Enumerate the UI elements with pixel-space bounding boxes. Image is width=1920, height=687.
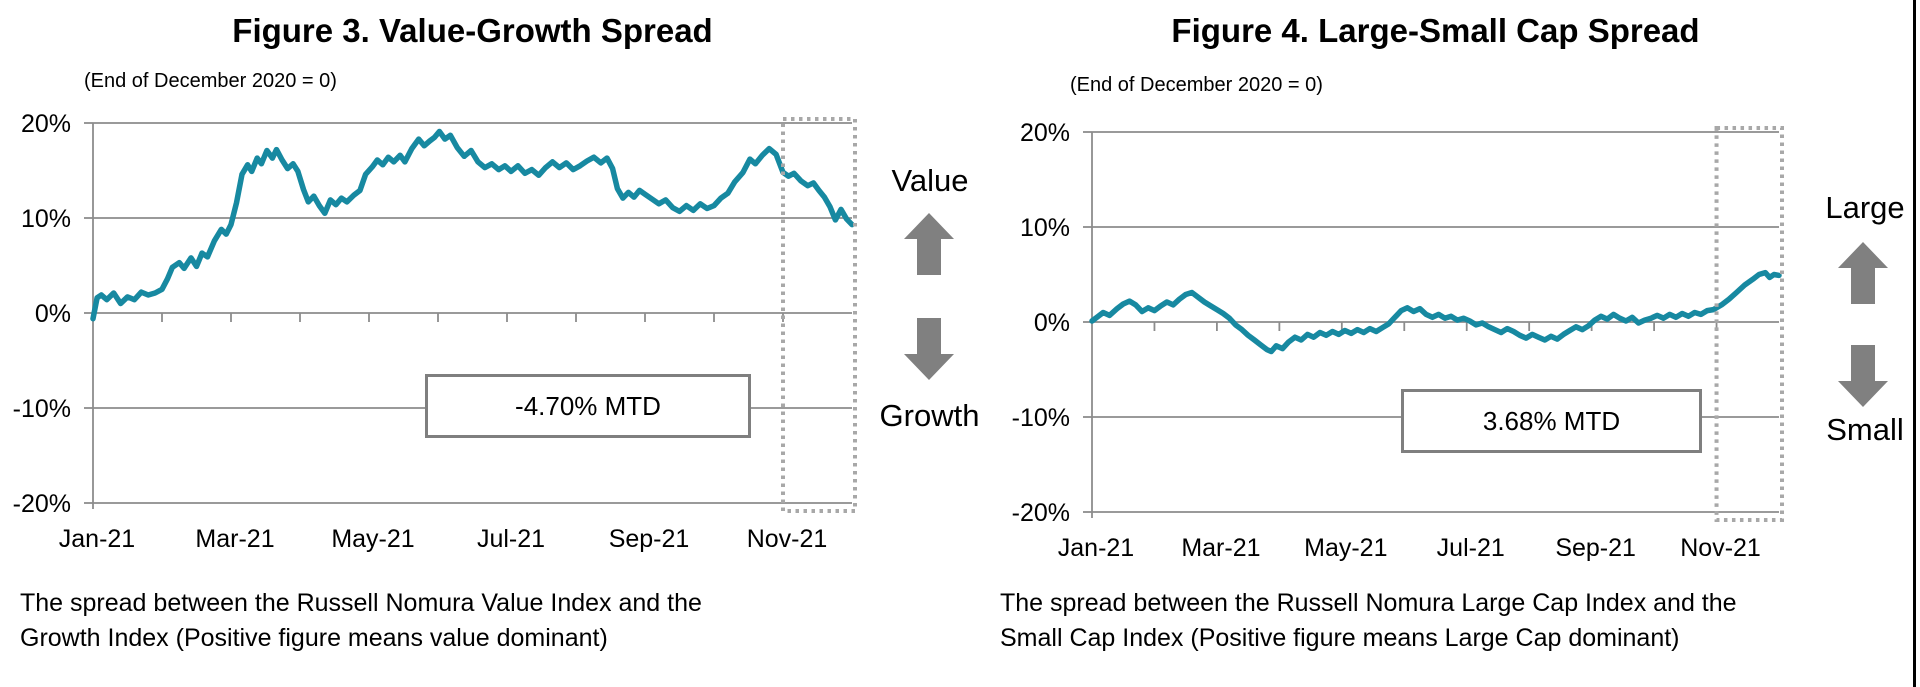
x-axis-label: Mar-21 (1181, 534, 1260, 562)
figure4-side-label-large: Large (1825, 190, 1905, 225)
y-axis-label: 0% (35, 300, 71, 328)
x-axis-label: May-21 (331, 525, 414, 553)
current-month-highlight (781, 117, 857, 513)
x-axis-label: Nov-21 (1680, 534, 1761, 562)
figure3-side-label-growth: Growth (879, 398, 980, 433)
x-axis-label: Jul-21 (477, 525, 545, 553)
figure3-footnote: The spread between the Russell Nomura Va… (20, 589, 702, 652)
y-axis-label: -20% (1012, 499, 1070, 527)
x-axis-label: Sep-21 (1555, 534, 1636, 562)
figure4-mtd-annotation-box: 3.68% MTD (1401, 389, 1702, 453)
x-axis-label: Jan-21 (59, 525, 135, 553)
y-axis-label: 10% (21, 205, 71, 233)
y-axis-label: 0% (1034, 309, 1070, 337)
down-arrow-icon (1838, 345, 1888, 407)
figure4-side-label-small: Small (1826, 412, 1904, 447)
x-axis-label: May-21 (1304, 534, 1387, 562)
figure3-subtitle: (End of December 2020 = 0) (84, 70, 337, 92)
y-axis-label: 20% (21, 110, 71, 138)
y-axis-label: -20% (13, 490, 71, 518)
y-axis-label: -10% (1012, 404, 1070, 432)
y-axis-label: 10% (1020, 214, 1070, 242)
x-axis-label: Mar-21 (195, 525, 274, 553)
y-axis-label: 20% (1020, 119, 1070, 147)
current-month-highlight (1714, 126, 1784, 522)
up-arrow-icon (1838, 242, 1888, 304)
figure4-footnote: The spread between the Russell Nomura La… (1000, 589, 1737, 652)
x-axis-label: Jan-21 (1058, 534, 1134, 562)
down-arrow-icon (904, 318, 954, 380)
y-axis-label: -10% (13, 395, 71, 423)
figure4-title: Figure 4. Large-Small Cap Spread (1171, 12, 1700, 49)
x-axis-label: Nov-21 (747, 525, 828, 553)
series-line (1089, 269, 1782, 355)
up-arrow-icon (904, 213, 954, 275)
page-edge-rule (1913, 0, 1916, 687)
figure4-subtitle: (End of December 2020 = 0) (1070, 74, 1323, 96)
x-axis-label: Jul-21 (1437, 534, 1505, 562)
figure3-mtd-annotation-box: -4.70% MTD (425, 374, 751, 438)
series-line (90, 128, 855, 322)
figure3-side-label-value: Value (891, 163, 969, 198)
figure3-title: Figure 3. Value-Growth Spread (232, 12, 713, 49)
x-axis-label: Sep-21 (609, 525, 690, 553)
